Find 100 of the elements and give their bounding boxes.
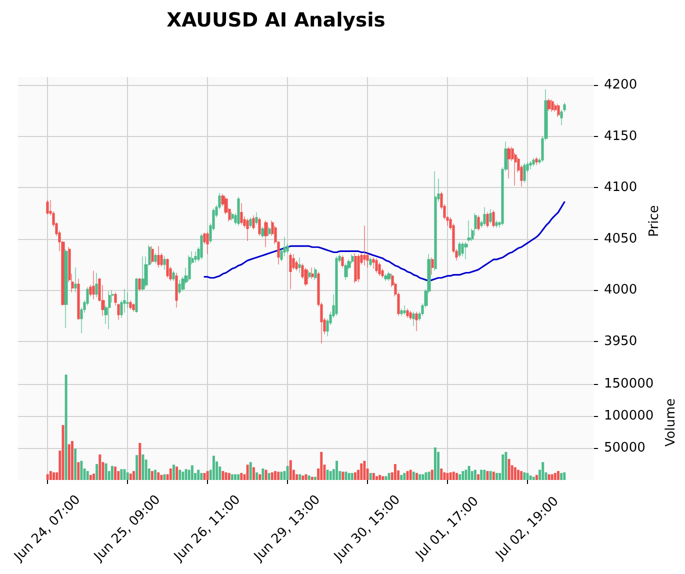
candlestick <box>46 200 49 215</box>
candlestick <box>178 280 181 295</box>
bar <box>378 474 382 480</box>
bar <box>449 472 452 480</box>
candlestick <box>154 252 157 264</box>
bar <box>246 464 249 480</box>
bar <box>296 474 298 480</box>
bar <box>286 466 289 480</box>
candlestick <box>298 257 301 274</box>
candlestick <box>461 242 464 257</box>
candlestick <box>375 258 378 274</box>
bar <box>384 476 388 480</box>
bar <box>326 470 329 480</box>
candlestick <box>135 278 138 314</box>
bar <box>480 470 483 480</box>
candlestick <box>409 310 412 320</box>
y-tick-label: 150000 <box>604 376 654 392</box>
y-tick-label: 100000 <box>604 408 654 424</box>
bar <box>495 472 498 480</box>
bar <box>212 456 215 480</box>
bar <box>92 474 95 480</box>
bar <box>424 472 428 480</box>
bar <box>348 472 350 480</box>
candlestick <box>403 305 406 316</box>
candlestick <box>206 231 209 255</box>
bar <box>136 455 138 480</box>
candlestick <box>357 254 360 282</box>
bar <box>403 472 406 480</box>
bar <box>314 476 316 480</box>
candlestick <box>138 278 141 292</box>
bar <box>363 460 366 480</box>
bar <box>416 472 418 480</box>
bar <box>256 472 258 480</box>
bar <box>526 472 529 480</box>
candlestick <box>406 308 409 318</box>
candlestick <box>157 246 160 268</box>
bar <box>329 471 332 480</box>
candlestick <box>341 255 344 268</box>
bar <box>228 472 230 480</box>
bar <box>114 466 117 480</box>
bar <box>458 474 462 480</box>
bar <box>422 474 424 480</box>
candlestick <box>363 225 366 266</box>
bar <box>172 464 175 480</box>
bar <box>474 470 476 480</box>
bar <box>532 476 535 480</box>
candlestick <box>108 290 111 330</box>
bar <box>274 471 276 480</box>
candlestick <box>151 246 154 264</box>
bar <box>132 471 135 480</box>
bar <box>126 472 129 480</box>
bar <box>376 476 378 480</box>
candlestick <box>378 262 381 276</box>
candlestick <box>172 270 175 282</box>
bar <box>354 472 356 480</box>
bar <box>409 470 412 480</box>
candlestick <box>311 267 314 280</box>
candlestick <box>200 234 203 260</box>
bar <box>110 466 114 480</box>
candlestick <box>431 257 434 276</box>
bar <box>252 467 255 480</box>
candlestick <box>458 242 461 258</box>
bar <box>320 452 323 480</box>
bar <box>258 474 262 480</box>
bar <box>178 470 182 480</box>
bar <box>418 474 422 480</box>
bar <box>160 474 163 480</box>
candlestick <box>289 252 292 290</box>
bar <box>430 470 434 480</box>
candlestick <box>308 270 311 280</box>
bar <box>46 474 49 480</box>
bar <box>517 470 520 480</box>
bar <box>234 474 236 480</box>
candlestick <box>95 272 98 298</box>
y-axis-title: Volume <box>664 398 679 447</box>
bar <box>77 462 80 480</box>
bar <box>394 464 396 480</box>
bar <box>502 454 504 480</box>
bar <box>176 466 178 480</box>
candlestick <box>344 263 348 280</box>
bar <box>520 471 523 480</box>
candlestick <box>400 308 403 316</box>
bar <box>86 471 89 480</box>
bar <box>240 472 243 480</box>
bar <box>308 476 310 480</box>
bar <box>222 471 224 480</box>
bar <box>514 467 516 480</box>
bar <box>372 472 375 480</box>
bar <box>382 476 384 480</box>
bar <box>96 464 98 480</box>
bar <box>336 460 338 480</box>
bar <box>74 448 77 480</box>
bar <box>270 472 274 480</box>
candlestick <box>175 272 178 308</box>
candlestick <box>188 255 191 282</box>
bar <box>310 476 314 480</box>
bar <box>197 470 200 480</box>
bar <box>434 447 436 480</box>
candlestick <box>384 273 388 282</box>
bar <box>508 458 510 480</box>
